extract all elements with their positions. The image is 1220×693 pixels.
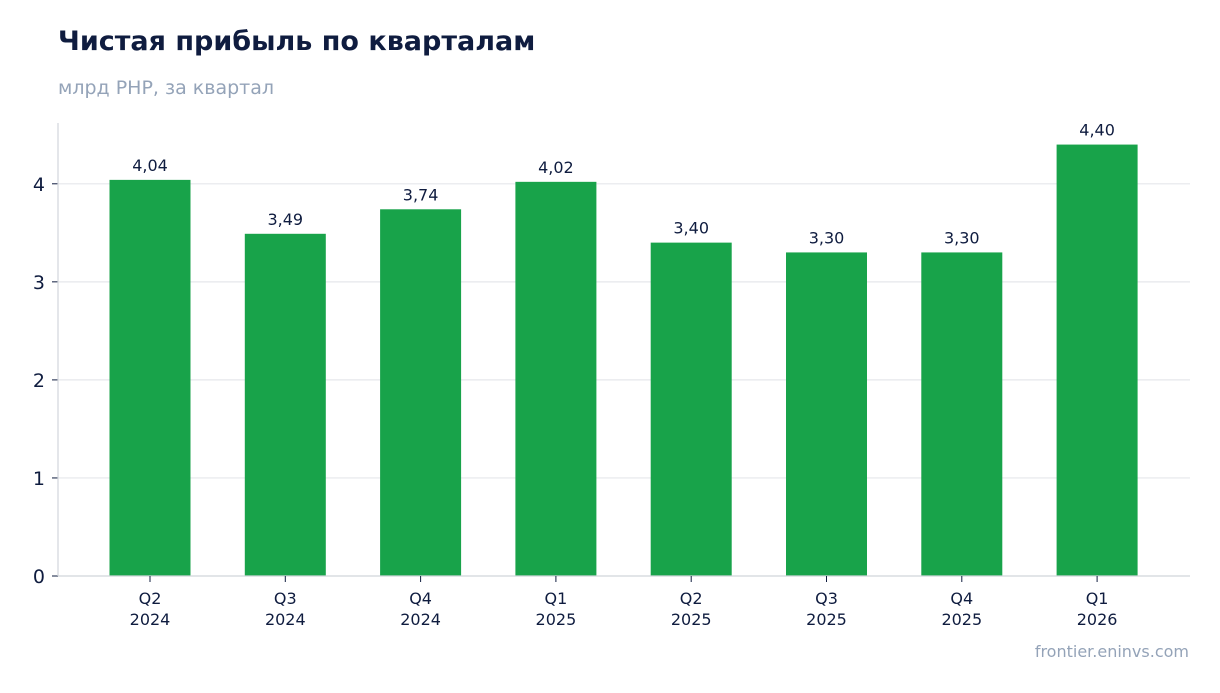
x-tick-label-quarter: Q4: [950, 589, 973, 608]
bar: [109, 179, 191, 577]
bar: [244, 233, 326, 576]
y-tick-label: 2: [33, 370, 45, 392]
chart-subtitle: млрд PHP, за квартал: [58, 77, 275, 99]
grid-lines: [58, 183, 1190, 479]
bar: [380, 209, 462, 577]
y-tick-label: 0: [33, 566, 45, 588]
data-label: 3,74: [403, 185, 439, 204]
x-tick-label-year: 2024: [265, 610, 306, 629]
x-tick-label-year: 2024: [400, 610, 441, 629]
x-tick-label-quarter: Q2: [680, 589, 703, 608]
x-tick-label-quarter: Q4: [409, 589, 432, 608]
x-tick-label-year: 2026: [1077, 610, 1118, 629]
labels: 0 1 2 3 4 4,04 Q2 2024 3,49 Q3 2024 3,74 Q4 2024 4,02 Q…: [33, 121, 1118, 629]
y-tick-label: 4: [33, 174, 45, 196]
bar: [921, 252, 1003, 576]
source-credit: frontier.eninvs.com: [1034, 642, 1189, 661]
x-tick-label-quarter: Q2: [139, 589, 162, 608]
bar: [650, 242, 732, 576]
x-tick-label-quarter: Q3: [274, 589, 297, 608]
data-label: 3,30: [809, 228, 845, 247]
data-label: 3,30: [944, 228, 980, 247]
data-label: 3,40: [673, 219, 709, 238]
x-tick-label-quarter: Q1: [545, 589, 568, 608]
x-tick-label-year: 2025: [536, 610, 577, 629]
x-tick-label-quarter: Q1: [1086, 589, 1109, 608]
data-label: 4,02: [538, 158, 574, 177]
bar: [1056, 144, 1138, 577]
y-tick-label: 1: [33, 468, 45, 490]
x-tick-label-year: 2024: [130, 610, 171, 629]
axes: [52, 123, 1190, 582]
chart-title: Чистая прибыль по кварталам: [58, 26, 536, 57]
bar: [786, 252, 867, 576]
data-label: 3,49: [267, 210, 303, 229]
bar: [515, 181, 597, 576]
x-tick-label-year: 2025: [941, 610, 982, 629]
x-tick-label-year: 2025: [671, 610, 712, 629]
bars: [109, 144, 1138, 577]
y-tick-label: 3: [33, 272, 45, 294]
x-tick-label-year: 2025: [806, 610, 847, 629]
data-label: 4,04: [132, 156, 168, 175]
x-tick-label-quarter: Q3: [815, 589, 838, 608]
data-label: 4,40: [1079, 121, 1115, 140]
